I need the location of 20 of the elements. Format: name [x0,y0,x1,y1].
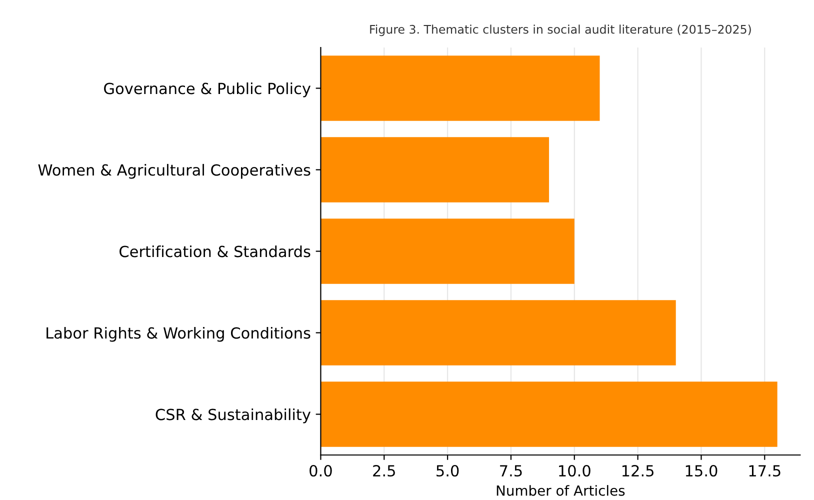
bar [320,137,550,202]
x-axis-title: Number of Articles [496,485,625,496]
x-tick-label: 0.0 [310,464,332,477]
y-tick-label: CSR & Sustainability [156,408,311,424]
y-tick-label: Women & Agricultural Cooperatives [38,164,310,179]
y-tick-label: Governance & Public Policy [104,82,311,98]
bar [320,382,778,447]
x-tick-label: 7.5 [500,465,522,477]
bar [320,56,600,121]
x-tick-label: 5.0 [436,464,459,477]
y-tick-label: Certification & Standards [120,245,310,258]
bar [320,300,676,366]
bar [320,218,574,284]
x-tick-label: 2.5 [373,464,395,477]
y-tick-label: Labor Rights & Working Conditions [46,326,310,342]
x-tick-label: 12.5 [622,464,654,477]
x-tick-label: 10.0 [559,464,590,477]
x-tick-label: 17.5 [749,465,780,477]
x-tick-label: 15.0 [686,464,718,477]
chart-title: Figure 3. Thematic clusters in social audit literature (2015–2025) [370,24,751,36]
